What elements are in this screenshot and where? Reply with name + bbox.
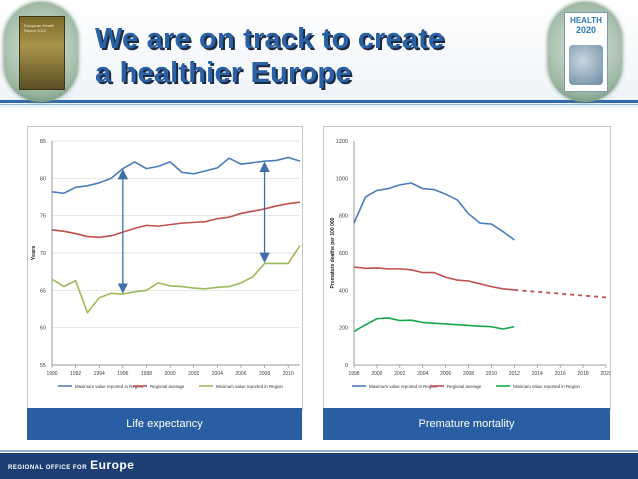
y-tick-label: 400 (339, 288, 348, 294)
header-divider (0, 100, 638, 103)
y-tick-label: 1200 (336, 139, 348, 145)
x-tick-label: 1990 (46, 371, 57, 377)
health2020-booklet-image: HEALTH 2020 (564, 12, 608, 92)
y-tick-label: 85 (40, 139, 46, 145)
y-tick-label: 70 (40, 251, 46, 257)
x-tick-label: 2020 (600, 371, 610, 377)
y-tick-label: 800 (339, 214, 348, 220)
x-tick-label: 2018 (578, 371, 589, 377)
x-tick-label: 2008 (259, 371, 270, 377)
max-series-line (51, 156, 301, 195)
page-title: We are on track to create a healthier Eu… (95, 22, 444, 90)
y-tick-label: 0 (345, 363, 348, 369)
header-divider-thin (0, 104, 638, 105)
legend-label: Minimum value reported in Region (513, 384, 580, 389)
y-tick-label: 80 (40, 176, 46, 182)
x-tick-label: 2002 (188, 371, 199, 377)
x-tick-label: 2008 (463, 371, 474, 377)
health2020-cover-photo (569, 45, 603, 85)
footer-divider (0, 450, 638, 452)
x-tick-label: 2010 (486, 371, 497, 377)
x-tick-label: 1998 (348, 371, 359, 377)
premature-mortality-chart-svg: 0 200 400 600 800 1000 1200 1998 2000 2002 2004 200… (330, 139, 612, 389)
x-tick-label: 2004 (212, 371, 223, 377)
min-series-line (51, 245, 301, 314)
title-line-1: We are on track to create (95, 23, 445, 55)
x-tick-label: 2016 (555, 371, 566, 377)
average-projection-line (514, 289, 607, 299)
x-tick-label: 2002 (394, 371, 405, 377)
y-tick-label: 55 (40, 363, 46, 369)
y-tick-label: 200 (339, 326, 348, 332)
health2020-word: HEALTH (570, 16, 602, 25)
footer-org-prefix: REGIONAL OFFICE FOR (8, 465, 88, 471)
x-tick-label: 2006 (440, 371, 451, 377)
y-tick-label: 1000 (336, 176, 348, 182)
y-axis-label: Premature deaths per 100 000 (330, 217, 336, 288)
health2020-year: 2020 (575, 25, 597, 35)
y-tick-label: 75 (40, 214, 46, 220)
report-booklet-title: European Health Report 2012 (24, 23, 55, 33)
legend-label: Maximum value reported in Region (369, 384, 438, 389)
premature-mortality-caption: Premature mortality (323, 408, 610, 440)
y-tick-label: 600 (339, 251, 348, 257)
premature-mortality-chart: 0 200 400 600 800 1000 1200 1998 2000 2002 2004 200… (323, 126, 612, 410)
x-tick-label: 2014 (532, 371, 543, 377)
life-expectancy-chart: 55 60 65 70 75 80 85 1990 1992 1994 1996 1998 2000 20… (27, 126, 303, 410)
slide-footer: REGIONAL OFFICE FOR Europe (0, 453, 638, 479)
x-tick-label: 2010 (283, 371, 294, 377)
x-tick-label: 1994 (94, 371, 105, 377)
x-tick-label: 1992 (70, 371, 81, 377)
x-tick-label: 2012 (509, 371, 520, 377)
y-axis-label: Years (31, 246, 37, 261)
x-tick-label: 2004 (417, 371, 428, 377)
footer-org-name: Europe (90, 458, 135, 472)
legend-label: Regional average (447, 384, 482, 389)
legend-label: Minimum value reported in Region (216, 384, 283, 389)
x-tick-label: 1996 (117, 371, 128, 377)
health2020-cover-badge: HEALTH 2020 (548, 2, 622, 102)
health2020-logo: HEALTH 2020 (567, 16, 605, 36)
report-cover-badge: European Health Report 2012 (4, 2, 78, 102)
slide-header (0, 0, 638, 108)
life-expectancy-caption: Life expectancy (27, 408, 302, 440)
x-tick-label: 2000 (371, 371, 382, 377)
y-tick-label: 60 (40, 326, 46, 332)
x-tick-label: 1998 (141, 371, 152, 377)
min-series-line (353, 317, 515, 333)
footer-org: REGIONAL OFFICE FOR Europe (8, 458, 134, 472)
average-series-line (353, 266, 515, 291)
report-booklet-image: European Health Report 2012 (19, 16, 65, 90)
x-tick-label: 2006 (235, 371, 246, 377)
life-expectancy-chart-svg: 55 60 65 70 75 80 85 1990 1992 1994 1996 1998 2000 20… (31, 139, 301, 389)
max-series-line (353, 182, 515, 241)
y-tick-label: 65 (40, 288, 46, 294)
x-tick-label: 2000 (165, 371, 176, 377)
title-line-2: a healthier Europe (95, 57, 352, 89)
legend-label: Regional average (150, 384, 185, 389)
legend-label: Maximum value reported in Region (75, 384, 144, 389)
average-series-line (51, 201, 301, 239)
